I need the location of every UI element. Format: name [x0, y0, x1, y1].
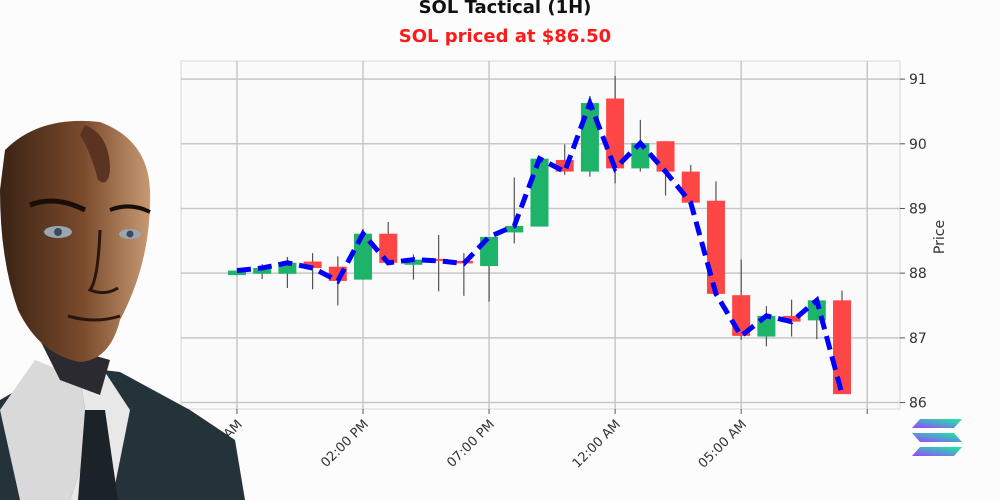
y-axis: 86 87 88 89 90 91 — [900, 72, 927, 412]
candle-body — [227, 270, 246, 276]
candle — [227, 270, 246, 276]
close-price-line — [236, 95, 845, 395]
chart-subtitle: SOL priced at $86.50 — [398, 26, 612, 47]
candle-body — [631, 143, 650, 169]
x-tick-label: 07:00 PM — [444, 417, 497, 470]
plot-area — [180, 60, 901, 410]
x-tick-label: 12:00 AM — [570, 417, 624, 471]
candle-body — [253, 267, 272, 274]
chart-title: SOL Tactical (1H) — [418, 0, 592, 18]
y-tick-label: 87 — [909, 331, 927, 347]
y-tick-label: 89 — [909, 201, 927, 217]
y-axis-label: Price — [932, 220, 948, 254]
candle — [505, 177, 524, 244]
solana-logo-icon — [912, 419, 962, 456]
candle-body — [278, 262, 297, 274]
candle — [429, 235, 448, 292]
candle-body — [303, 261, 322, 268]
candle — [782, 299, 801, 337]
candle-body — [354, 233, 373, 280]
x-tick-label: 02:00 PM — [318, 417, 371, 470]
candle-body — [833, 300, 852, 395]
candle-body — [530, 158, 549, 227]
candle — [833, 290, 852, 395]
candle-body — [580, 103, 599, 172]
candle-body — [429, 258, 448, 261]
x-tick-label: 05:00 AM — [696, 417, 750, 471]
candle-body — [782, 315, 801, 322]
candle — [379, 222, 398, 263]
y-tick-label: 86 — [909, 396, 927, 412]
candle-body — [404, 259, 423, 265]
candle-body — [706, 200, 725, 294]
candle — [530, 156, 549, 227]
candle-body — [656, 141, 675, 172]
candle-body — [606, 98, 625, 169]
candle-body — [681, 171, 700, 203]
candle-body — [807, 300, 826, 321]
candle-body — [505, 225, 524, 233]
agent-portrait-image — [0, 120, 245, 500]
candle — [303, 253, 322, 290]
y-tick-label: 91 — [909, 72, 927, 88]
y-tick-label: 90 — [909, 137, 927, 153]
y-tick-label: 88 — [909, 266, 927, 282]
candle-body — [379, 233, 398, 263]
